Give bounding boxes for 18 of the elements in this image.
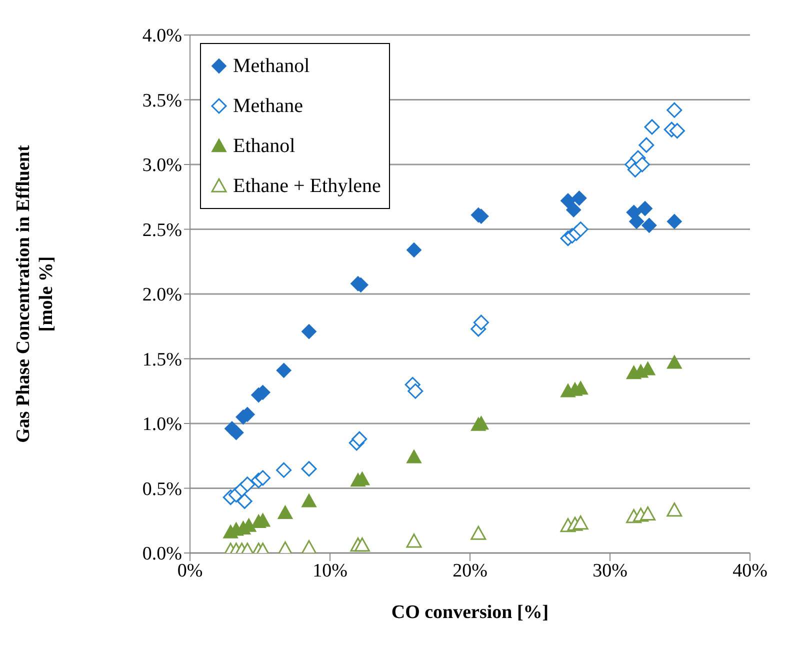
x-tick-label: 10% xyxy=(312,560,348,582)
legend-label: Ethane + Ethylene xyxy=(233,174,381,198)
x-tick-label: 40% xyxy=(732,560,768,582)
y-tick-label: 3.5% xyxy=(142,90,182,112)
y-tick-label: 1.5% xyxy=(142,349,182,370)
y-tick-label: 3.0% xyxy=(142,155,182,176)
y-axis-title: Gas Phase Concentration in Effluent [mole %] xyxy=(13,144,57,443)
x-axis-title: CO conversion [%] xyxy=(391,602,549,623)
y-tick-label: 2.5% xyxy=(142,220,182,241)
y-tick-label: 2.0% xyxy=(142,284,182,306)
x-tick-label: 20% xyxy=(452,560,488,582)
y-tick-label: 1.0% xyxy=(142,414,182,436)
legend-label: Ethanol xyxy=(233,134,296,158)
y-tick-label: 0.5% xyxy=(142,478,182,500)
y-tick-label: 4.0% xyxy=(142,26,182,47)
legend-label: Methanol xyxy=(233,54,310,78)
x-tick-label: 30% xyxy=(592,560,628,582)
legend-label: Methane xyxy=(233,94,303,118)
